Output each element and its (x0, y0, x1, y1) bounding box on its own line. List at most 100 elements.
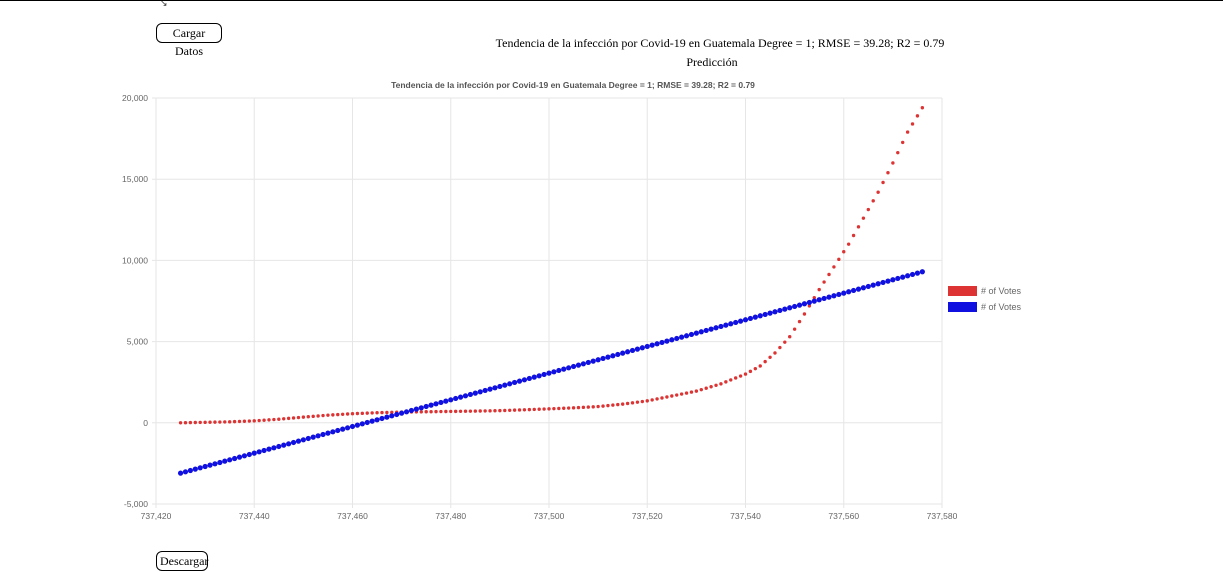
blue-series-point (762, 311, 768, 318)
blue-series-point (359, 421, 365, 427)
red-series-point (586, 405, 590, 409)
blue-series-point (826, 294, 832, 300)
red-series-point (522, 408, 527, 412)
blue-series-point (914, 270, 921, 276)
blue-series-point (526, 375, 532, 382)
red-series-point (812, 296, 816, 300)
blue-series-point (634, 346, 641, 352)
blue-series-point (757, 313, 763, 319)
blue-series-point (777, 307, 783, 314)
blue-series-point (399, 410, 405, 416)
blue-series-point (752, 314, 758, 320)
blue-series-point (320, 431, 326, 438)
red-series-point (886, 171, 890, 175)
red-series-point (901, 140, 905, 145)
blue-series-point (246, 451, 252, 458)
red-series-point (296, 415, 301, 420)
download-button[interactable]: Descargar (156, 551, 208, 571)
red-series-point (842, 250, 846, 254)
x-tick-label: 737,520 (632, 511, 663, 521)
x-tick-label: 737,480 (435, 511, 466, 521)
red-series-point (385, 410, 389, 415)
blue-series-point (276, 443, 282, 450)
blue-series-point (772, 309, 778, 315)
load-data-button[interactable]: Cargar Datos (156, 23, 222, 58)
red-series-point (316, 414, 320, 418)
blue-series-point (325, 430, 331, 436)
red-series-point (311, 414, 315, 419)
red-series-point (758, 364, 762, 368)
blue-series-point (693, 330, 699, 336)
red-series-point (699, 387, 703, 392)
red-series-point (370, 411, 374, 415)
blue-series-point (541, 371, 547, 378)
red-series-point (365, 411, 369, 415)
red-series-point (321, 413, 325, 418)
red-series-point (871, 199, 875, 203)
red-series-point (301, 415, 306, 419)
blue-series-point (531, 374, 537, 380)
blue-series-point (192, 466, 198, 472)
blue-series-point (266, 446, 272, 452)
blue-series-point (742, 317, 749, 323)
red-series-point (517, 408, 522, 412)
blue-series-point (344, 425, 351, 431)
corner-mark: ↘ (160, 0, 168, 8)
red-series-point (670, 394, 674, 398)
red-series-point (473, 409, 478, 413)
red-series-point (743, 372, 748, 376)
blue-series-point (644, 343, 650, 350)
blue-series-point (487, 386, 493, 392)
blue-series-point (477, 389, 483, 395)
red-series-point (650, 398, 654, 402)
blue-series-point (816, 297, 822, 303)
blue-series-point (177, 470, 184, 476)
blue-series-point (286, 441, 292, 447)
red-series-point (527, 407, 532, 412)
red-series-point (336, 412, 340, 417)
red-series-point (350, 412, 355, 416)
red-series-point (694, 389, 699, 393)
blue-series-point (625, 349, 631, 355)
red-series-point (817, 287, 821, 292)
blue-series-point (870, 282, 876, 288)
red-series-point (203, 420, 207, 425)
red-series-point (729, 378, 733, 382)
blue-series-point (905, 273, 911, 279)
red-series-point (537, 407, 541, 411)
red-series-point (581, 405, 586, 410)
blue-series-point (315, 433, 321, 439)
blue-series-point (222, 458, 228, 464)
blue-series-point (310, 434, 316, 440)
red-series-point (552, 406, 556, 411)
y-tick-label: -5,000 (124, 499, 148, 509)
red-series-point (665, 395, 669, 399)
red-series-point (375, 411, 379, 415)
red-series-point (778, 345, 782, 350)
red-series-point (512, 408, 517, 412)
red-series-point (591, 405, 595, 409)
blue-series-point (403, 409, 410, 415)
red-series-point (463, 409, 468, 413)
blue-series-point (467, 391, 473, 398)
blue-series-point (551, 369, 557, 375)
blue-series-point (610, 353, 616, 359)
red-series-point (566, 406, 571, 410)
red-series-point (851, 233, 856, 238)
blue-series-point (413, 406, 419, 412)
x-tick-label: 737,500 (534, 511, 565, 521)
red-series-point (434, 409, 438, 414)
x-tick-label: 737,460 (337, 511, 368, 521)
red-series-point (439, 409, 443, 414)
legend-label: # of Votes (981, 286, 1022, 296)
blue-series-point (713, 325, 719, 331)
blue-series-point (182, 469, 189, 475)
x-tick-label: 737,440 (239, 511, 270, 521)
blue-series-point (733, 319, 739, 326)
red-series-point (596, 404, 600, 409)
red-series-point (763, 359, 767, 364)
red-series-point (802, 312, 807, 316)
red-series-point (837, 257, 841, 262)
red-series-point (625, 401, 630, 406)
red-series-point (257, 418, 261, 423)
